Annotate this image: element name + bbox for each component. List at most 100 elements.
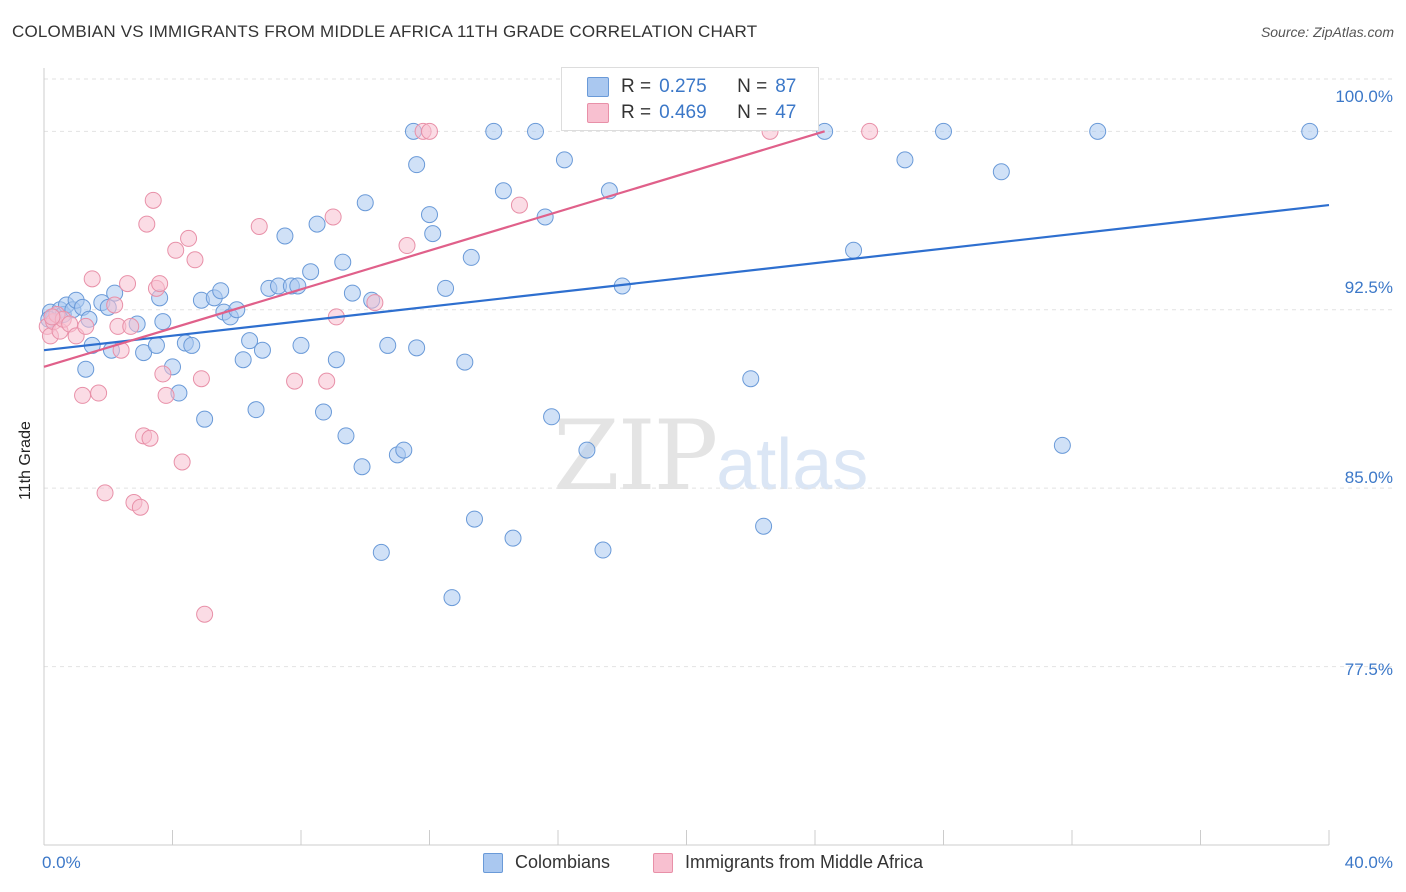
- bottom-legend-swatch-pink: [653, 852, 673, 873]
- chart-title: COLOMBIAN VS IMMIGRANTS FROM MIDDLE AFRI…: [12, 22, 758, 41]
- y-tick-label: 100.0%: [1335, 87, 1393, 106]
- point-colombians: [504, 529, 522, 547]
- point-colombians: [543, 408, 561, 426]
- point-colombians: [494, 182, 512, 200]
- point-middle-africa: [250, 217, 268, 235]
- point-middle-africa: [186, 251, 204, 269]
- point-middle-africa: [43, 308, 61, 326]
- point-middle-africa: [157, 386, 175, 404]
- point-colombians: [408, 156, 426, 174]
- point-middle-africa: [196, 605, 214, 623]
- point-colombians: [594, 541, 612, 559]
- point-middle-africa: [286, 372, 304, 390]
- point-colombians: [196, 410, 214, 428]
- point-colombians: [395, 441, 413, 459]
- point-colombians: [456, 353, 474, 371]
- y-tick-label: 77.5%: [1344, 660, 1393, 679]
- point-colombians: [337, 427, 355, 445]
- correlation-legend: R = 0.275 N = 87 R = 0.469 N = 47: [561, 67, 819, 131]
- point-colombians: [247, 401, 265, 419]
- point-colombians: [276, 227, 294, 245]
- point-colombians: [896, 151, 914, 169]
- bottom-legend-label: Immigrants from Middle Africa: [685, 852, 924, 872]
- point-colombians: [314, 403, 332, 421]
- legend-n-value: 87: [775, 76, 797, 97]
- point-colombians: [154, 313, 172, 331]
- point-colombians: [408, 339, 426, 357]
- point-colombians: [1301, 122, 1319, 140]
- point-colombians: [327, 351, 345, 369]
- point-colombians: [992, 163, 1010, 181]
- point-middle-africa: [74, 386, 92, 404]
- point-colombians: [578, 441, 596, 459]
- x-tick-label: 0.0%: [42, 853, 81, 872]
- point-middle-africa: [138, 215, 156, 233]
- point-middle-africa: [510, 196, 528, 214]
- point-colombians: [485, 122, 503, 140]
- point-colombians: [135, 344, 153, 362]
- point-colombians: [462, 248, 480, 266]
- point-colombians: [234, 351, 252, 369]
- legend-swatch-blue: [587, 77, 609, 97]
- legend-row-colombians: R = 0.275 N = 87: [562, 73, 796, 101]
- point-colombians: [77, 360, 95, 378]
- trendline-colombians: [43, 203, 1330, 352]
- point-colombians: [183, 336, 201, 354]
- legend-r-label: R =: [621, 102, 652, 123]
- bottom-legend-colombians: Colombians: [483, 852, 610, 873]
- point-middle-africa: [398, 237, 416, 255]
- bottom-legend-swatch-blue: [483, 852, 503, 873]
- point-middle-africa: [167, 241, 185, 259]
- legend-n-label: N =: [737, 76, 768, 97]
- point-middle-africa: [366, 294, 384, 312]
- legend-r-label: R =: [621, 76, 652, 97]
- watermark: ZIPatlas: [553, 400, 868, 512]
- y-tick-label: 92.5%: [1344, 278, 1393, 297]
- point-middle-africa: [421, 122, 438, 140]
- point-colombians: [555, 151, 573, 169]
- point-colombians: [372, 543, 390, 561]
- point-colombians: [379, 336, 397, 354]
- point-middle-africa: [154, 365, 172, 383]
- point-middle-africa: [192, 370, 210, 388]
- point-colombians: [465, 510, 483, 528]
- point-middle-africa: [144, 191, 162, 209]
- point-colombians: [527, 122, 545, 140]
- point-middle-africa: [90, 384, 108, 402]
- point-middle-africa: [151, 275, 169, 293]
- watermark-zip: ZIP: [553, 400, 718, 512]
- legend-r-value: 0.469: [659, 102, 707, 123]
- point-colombians: [1053, 436, 1071, 454]
- point-middle-africa: [173, 453, 191, 471]
- legend-row-middle-africa: R = 0.469 N = 47: [562, 99, 796, 127]
- legend-r-value: 0.275: [659, 76, 707, 97]
- point-middle-africa: [119, 275, 137, 293]
- point-middle-africa: [83, 270, 101, 288]
- point-colombians: [253, 341, 271, 359]
- point-colombians: [241, 332, 259, 350]
- legend-n-value: 47: [775, 102, 797, 123]
- point-colombians: [147, 336, 165, 354]
- point-colombians: [755, 517, 773, 535]
- point-colombians: [292, 336, 310, 354]
- point-colombians: [424, 225, 442, 243]
- source-label: Source: ZipAtlas.com: [1260, 24, 1394, 40]
- point-middle-africa: [131, 498, 149, 516]
- point-middle-africa: [324, 208, 342, 226]
- x-tick-label: 40.0%: [1344, 853, 1393, 872]
- point-colombians: [334, 253, 352, 271]
- y-tick-label: 85.0%: [1344, 468, 1393, 487]
- point-colombians: [308, 215, 326, 233]
- point-colombians: [343, 284, 361, 302]
- point-colombians: [212, 282, 230, 300]
- legend-n-label: N =: [737, 102, 768, 123]
- point-colombians: [845, 241, 863, 259]
- point-middle-africa: [122, 317, 140, 335]
- point-middle-africa: [106, 296, 124, 314]
- point-middle-africa: [96, 484, 114, 502]
- trendline-middle-africa: [43, 130, 825, 368]
- bottom-legend-label: Colombians: [515, 852, 611, 872]
- legend-swatch-pink: [587, 103, 609, 123]
- point-colombians: [935, 122, 952, 140]
- point-colombians: [302, 263, 320, 281]
